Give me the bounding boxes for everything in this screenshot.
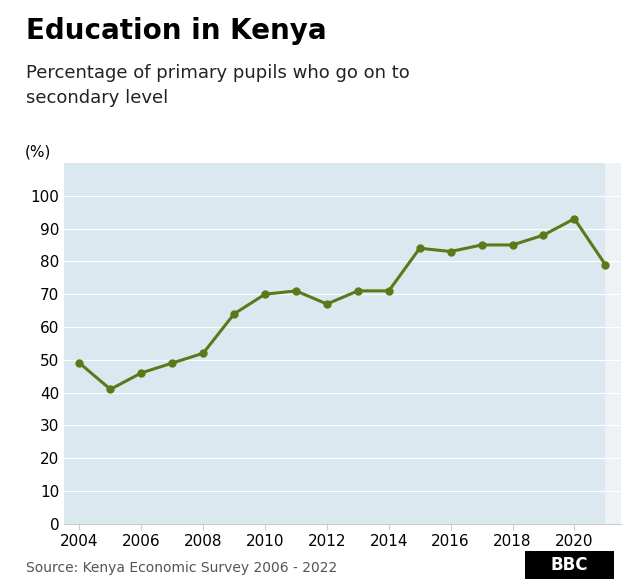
Text: Percentage of primary pupils who go on to
secondary level: Percentage of primary pupils who go on t… xyxy=(26,64,410,107)
Bar xyxy=(358,163,420,524)
Bar xyxy=(49,163,111,524)
Bar xyxy=(234,163,296,524)
Bar xyxy=(482,163,543,524)
Bar xyxy=(543,163,605,524)
Bar xyxy=(172,163,234,524)
Text: Education in Kenya: Education in Kenya xyxy=(26,17,326,45)
Text: Source: Kenya Economic Survey 2006 - 2022: Source: Kenya Economic Survey 2006 - 202… xyxy=(26,561,337,575)
Text: BBC: BBC xyxy=(551,556,588,574)
Bar xyxy=(111,163,172,524)
Bar xyxy=(296,163,358,524)
Text: (%): (%) xyxy=(25,144,51,159)
Bar xyxy=(420,163,482,524)
